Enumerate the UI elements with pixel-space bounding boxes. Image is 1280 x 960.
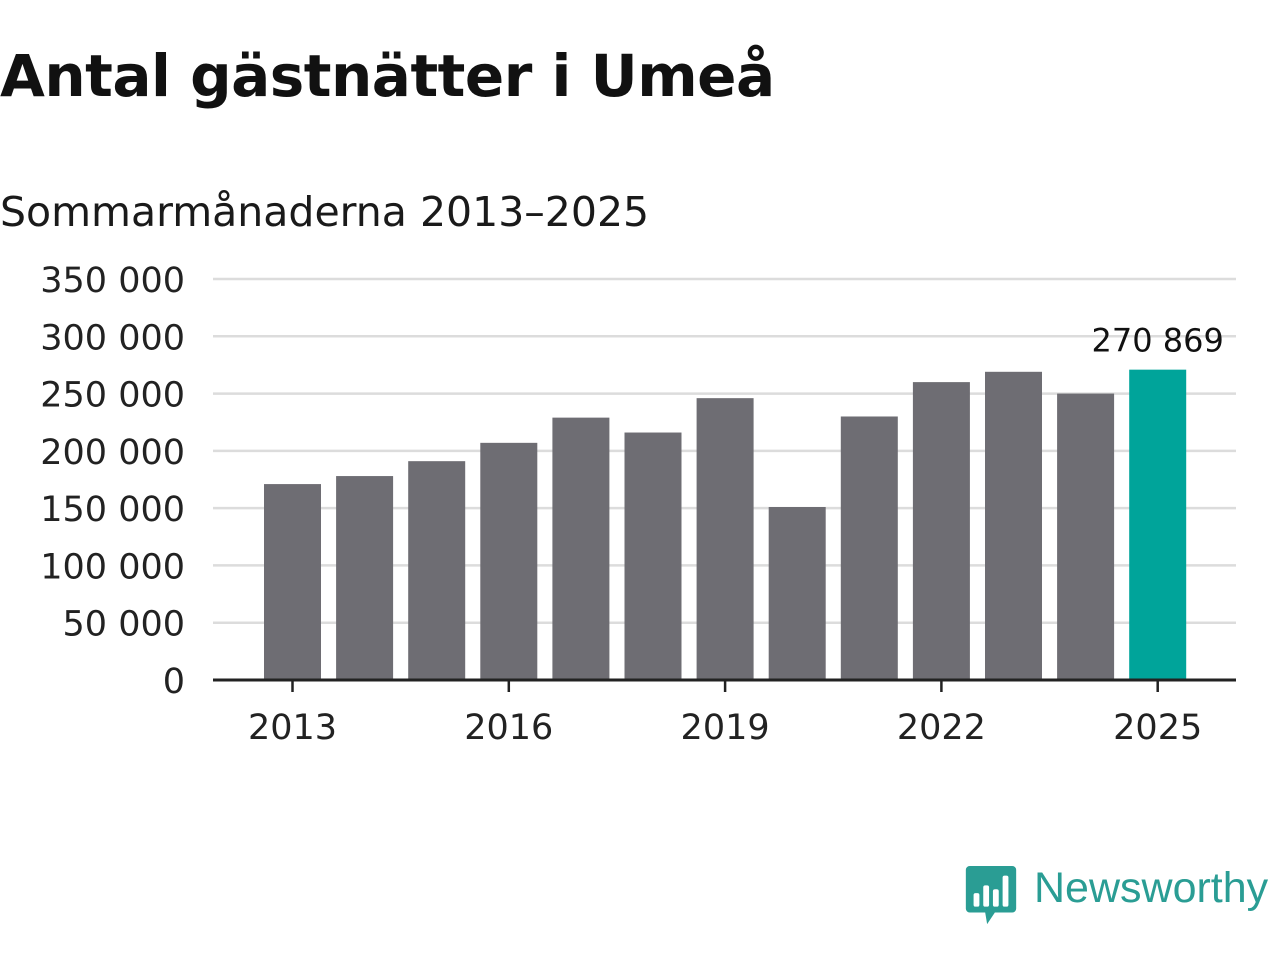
bar-2018 [624,432,682,680]
bar-2017 [552,417,610,680]
y-tick-label: 50 000 [63,605,185,645]
y-tick-label: 0 [163,662,185,702]
bar-2025 [1129,369,1187,680]
bar-2016 [480,442,538,680]
y-tick-label: 200 000 [40,433,185,473]
brand-name: Newsworthy [1034,864,1269,912]
bar-2013 [264,484,321,680]
newsworthy-logo-icon [965,866,1017,925]
y-tick-label: 100 000 [40,547,185,587]
bar-2015 [408,461,466,680]
y-tick-label: 150 000 [40,490,185,530]
y-tick-label: 300 000 [40,318,185,358]
data-label: 270 869 [1092,322,1224,360]
x-tick-label: 2016 [464,708,553,748]
bar-2024 [1057,393,1115,680]
x-tick-label: 2022 [897,708,986,748]
y-tick-label: 250 000 [40,376,185,416]
x-tick-label: 2025 [1113,708,1202,748]
y-tick-label: 350 000 [40,261,185,301]
bar-2022 [912,382,970,680]
bar-2014 [336,476,394,680]
bar-2021 [840,416,898,680]
x-tick-label: 2019 [681,708,770,748]
bar-2020 [768,506,826,680]
bar-2019 [696,398,754,680]
x-tick-label: 2013 [248,708,337,748]
chart-subtitle: Sommarmånaderna 2013–2025 [0,188,650,236]
bar-2023 [985,371,1042,680]
chart-title: Antal gästnätter i Umeå [0,42,775,110]
